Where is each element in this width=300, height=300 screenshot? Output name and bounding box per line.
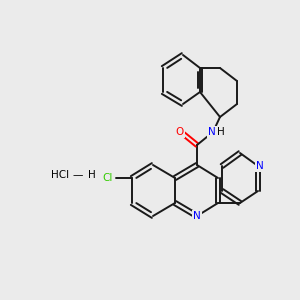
Text: Cl: Cl [103, 173, 113, 183]
Text: N: N [256, 161, 264, 171]
Text: H: H [217, 127, 225, 137]
Text: N: N [208, 127, 216, 137]
Text: —: — [73, 170, 83, 180]
Text: N: N [193, 211, 201, 221]
Text: O: O [176, 127, 184, 137]
Text: HCl: HCl [51, 170, 69, 180]
Text: H: H [88, 170, 96, 180]
